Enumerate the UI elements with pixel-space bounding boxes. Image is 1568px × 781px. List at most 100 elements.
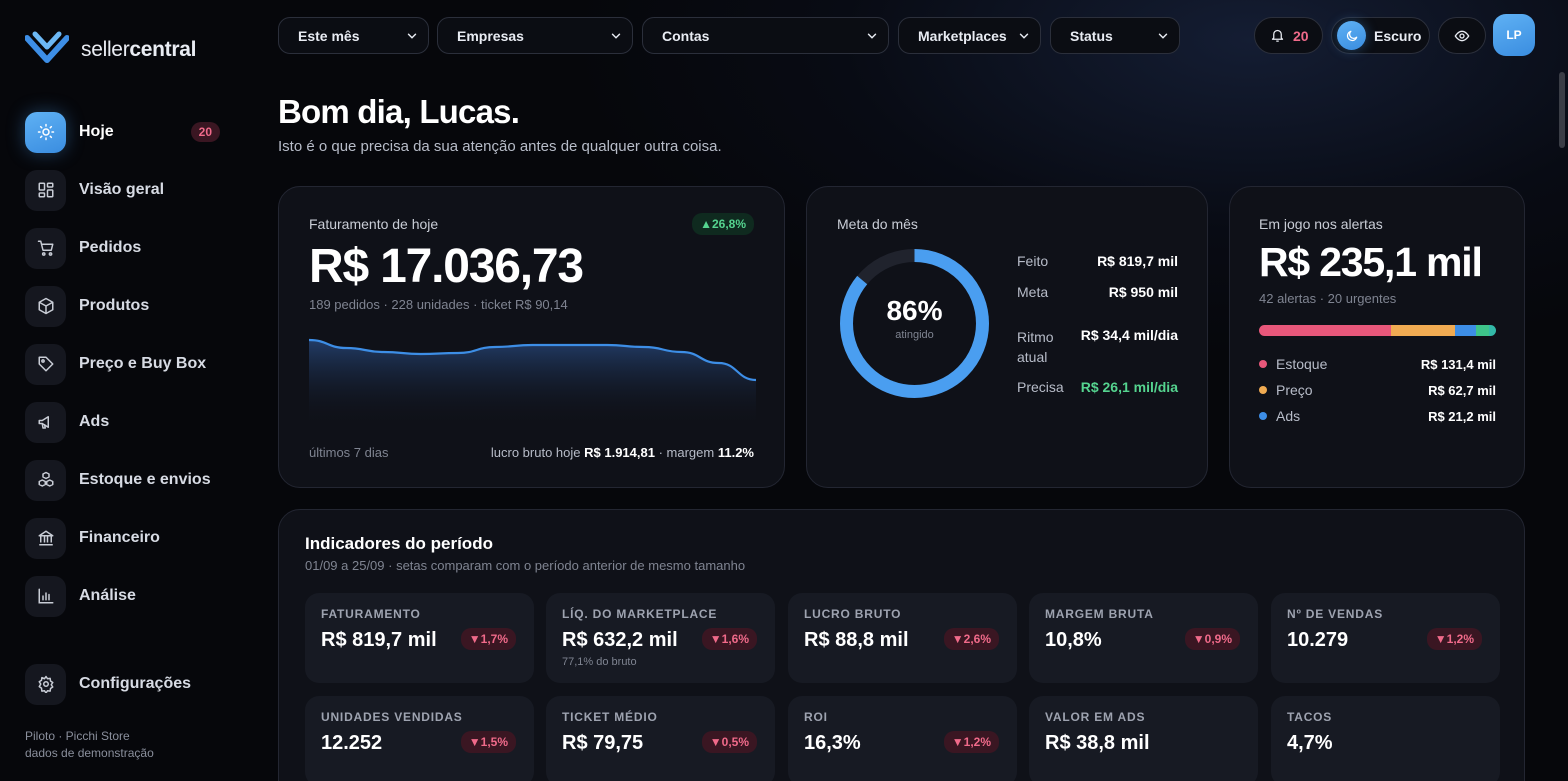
kpi-valor-ads[interactable]: VALOR EM ADS R$ 38,8 mil — [1029, 696, 1258, 781]
notifications-count: 20 — [1293, 27, 1309, 44]
sidebar-item-label: Visão geral — [79, 181, 165, 198]
sidebar-item-pedidos[interactable]: Pedidos — [25, 227, 225, 269]
kpi-value: R$ 819,7 mil — [321, 629, 437, 651]
gear-icon — [25, 663, 66, 705]
theme-toggle[interactable]: Escuro — [1331, 17, 1430, 54]
sidebar-nav: Hoje 20 Visão geral Pedidos Produtos P — [25, 111, 225, 633]
eye-icon — [1454, 30, 1470, 41]
brand-logo[interactable]: sellercentral — [25, 30, 196, 70]
revenue-card: Faturamento de hoje ▲26,8% R$ 17.036,73 … — [278, 186, 785, 488]
megaphone-icon — [25, 401, 66, 443]
notification-badge: 20 — [190, 122, 220, 142]
kpi-value: R$ 632,2 mil — [562, 629, 678, 651]
period-filter-value: Este mês — [298, 27, 360, 44]
moon-icon — [1337, 21, 1366, 50]
theme-label: Escuro — [1374, 27, 1422, 44]
sidebar-item-produtos[interactable]: Produtos — [25, 285, 225, 327]
avatar[interactable]: LP — [1493, 14, 1535, 56]
sidebar-item-configuracoes[interactable]: Configurações — [25, 663, 191, 705]
margin-prefix: · margem — [658, 445, 715, 460]
notifications-button[interactable]: 20 — [1254, 17, 1323, 54]
revenue-area-fill — [309, 340, 756, 427]
goal-card-title: Meta do mês — [837, 216, 918, 232]
sidebar-item-visao-geral[interactable]: Visão geral — [25, 169, 225, 211]
legend-dot — [1259, 386, 1267, 394]
indicators-title: Indicadores do período — [305, 534, 493, 553]
kpi-faturamento[interactable]: FATURAMENTO R$ 819,7 mil ▼1,7% — [305, 593, 534, 683]
companies-filter[interactable]: Empresas — [437, 17, 633, 54]
kpi-change-badge: ▼1,2% — [943, 731, 999, 753]
goal-row-label: Feito — [1017, 253, 1049, 269]
sidebar-item-estoque-envios[interactable]: Estoque e envios — [25, 459, 225, 501]
accounts-filter[interactable]: Contas — [642, 17, 889, 54]
sidebar-item-label: Produtos — [79, 297, 150, 314]
goal-donut-progress — [840, 249, 989, 398]
kpi-numero-vendas[interactable]: Nº DE VENDAS 10.279 ▼1,2% — [1271, 593, 1500, 683]
goal-donut-label: 86% atingido — [838, 295, 991, 341]
kpi-roi[interactable]: ROI 16,3% ▼1,2% — [788, 696, 1017, 781]
boxes-icon — [25, 459, 66, 501]
sidebar-footer: Piloto · Picchi Store dados de demonstra… — [25, 728, 154, 762]
grid-icon — [25, 169, 66, 211]
kpi-change-badge: ▼1,5% — [460, 731, 516, 753]
legend-dot — [1259, 360, 1267, 368]
chevron-down-icon — [611, 33, 621, 39]
kpi-sub: 77,1% do bruto — [562, 656, 637, 668]
alerts-bar-segment-preco — [1391, 325, 1455, 336]
kpi-lucro-bruto[interactable]: LUCRO BRUTO R$ 88,8 mil ▼2,6% — [788, 593, 1017, 683]
legend-label: Preço — [1276, 382, 1313, 398]
sidebar-item-label: Pedidos — [79, 239, 142, 256]
sidebar-item-analise[interactable]: Análise — [25, 575, 225, 617]
status-filter[interactable]: Status — [1050, 17, 1180, 54]
revenue-value: R$ 17.036,73 — [309, 240, 584, 293]
marketplaces-filter[interactable]: Marketplaces — [898, 17, 1041, 54]
gross-profit-value: R$ 1.914,81 — [584, 445, 655, 460]
kpi-value: 12.252 — [321, 732, 383, 754]
chevron-down-icon — [407, 33, 417, 39]
revenue-area-line — [309, 338, 756, 382]
kpi-label: LUCRO BRUTO — [804, 607, 902, 621]
margin-value: 11.2% — [717, 445, 754, 460]
kpi-unidades-vendidas[interactable]: UNIDADES VENDIDAS 12.252 ▼1,5% — [305, 696, 534, 781]
goal-percent-caption: atingido — [895, 329, 934, 341]
gross-profit-line: lucro bruto hoje R$ 1.914,81 · margem 11… — [491, 445, 754, 460]
privacy-toggle[interactable] — [1438, 17, 1486, 54]
sidebar-item-financeiro[interactable]: Financeiro — [25, 517, 225, 559]
kpi-value: 10,8% — [1045, 629, 1102, 651]
legend-label: Ads — [1276, 408, 1301, 424]
alerts-legend-item: Ads R$ 21,2 mil — [1259, 403, 1496, 429]
goal-row-value: R$ 950 mil — [1108, 284, 1178, 300]
status-filter-value: Status — [1070, 27, 1113, 44]
kpi-ticket-medio[interactable]: TICKET MÉDIO R$ 79,75 ▼0,5% — [546, 696, 775, 781]
kpi-label: FATURAMENTO — [321, 607, 421, 621]
goal-row-label: Ritmo atual — [1017, 329, 1054, 365]
store-name: Piloto · Picchi Store — [25, 729, 130, 743]
kpi-label: Nº DE VENDAS — [1287, 607, 1383, 621]
kpi-tacos[interactable]: TACOS 4,7% — [1271, 696, 1500, 781]
page-title: Bom dia, Lucas. — [278, 93, 520, 130]
kpi-label: MARGEM BRUTA — [1045, 607, 1154, 621]
goal-donut-chart — [840, 249, 989, 398]
kpi-margem-bruta[interactable]: MARGEM BRUTA 10,8% ▼0,9% — [1029, 593, 1258, 683]
logo-icon — [25, 31, 69, 63]
scrollbar-thumb[interactable] — [1559, 72, 1565, 148]
marketplaces-filter-value: Marketplaces — [918, 27, 1007, 44]
sidebar-item-hoje[interactable]: Hoje 20 — [25, 111, 225, 153]
alerts-value: R$ 235,1 mil — [1259, 239, 1483, 285]
kpi-change-badge: ▼2,6% — [943, 628, 999, 650]
sidebar-item-ads[interactable]: Ads — [25, 401, 225, 443]
kpi-value: 16,3% — [804, 732, 861, 754]
kpi-change-badge: ▼1,7% — [460, 628, 516, 650]
legend-value: R$ 21,2 mil — [1428, 408, 1496, 424]
sidebar-item-label: Preço e Buy Box — [79, 355, 207, 372]
alerts-card-title: Em jogo nos alertas — [1259, 216, 1383, 232]
kpi-label: VALOR EM ADS — [1045, 710, 1146, 724]
period-filter[interactable]: Este mês — [278, 17, 429, 54]
kpi-label: LÍQ. DO MARKETPLACE — [562, 607, 718, 621]
kpi-change-badge: ▼1,6% — [701, 628, 757, 650]
kpi-liquido-marketplace[interactable]: LÍQ. DO MARKETPLACE R$ 632,2 mil 77,1% d… — [546, 593, 775, 683]
alerts-details: 42 alertas · 20 urgentes — [1259, 291, 1397, 306]
sidebar-item-preco-buy-box[interactable]: Preço e Buy Box — [25, 343, 225, 385]
sidebar-item-label: Análise — [79, 587, 136, 604]
chevron-down-icon — [1019, 33, 1029, 39]
